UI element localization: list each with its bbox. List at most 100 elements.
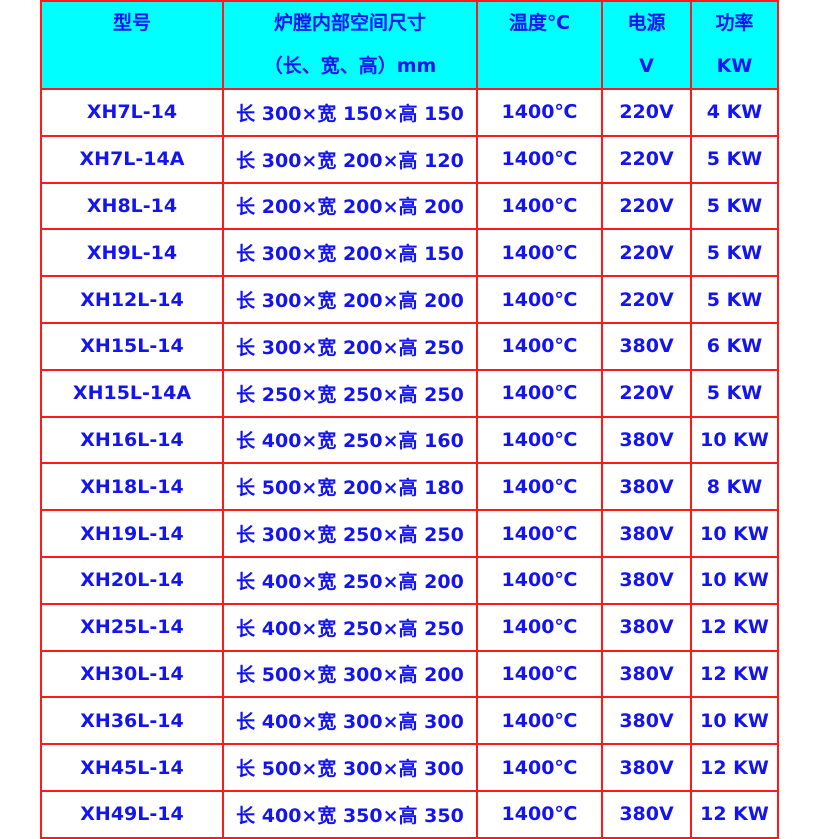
cell-voltage: 220V xyxy=(601,368,692,418)
cell-size: 长 400×宽 250×高 250 xyxy=(222,602,478,652)
cell-temp: 1400℃ xyxy=(476,602,603,652)
cell-power: 5 KW xyxy=(690,181,779,231)
table-row: XH45L-14 长 500×宽 300×高 300 1400℃ 380V 12 KW xyxy=(40,743,779,792)
cell-size: 长 500×宽 200×高 180 xyxy=(222,462,478,512)
header-temp: 温度℃ xyxy=(476,0,603,90)
cell-model: XH15L-14 xyxy=(40,321,224,371)
cell-temp: 1400℃ xyxy=(476,228,603,278)
cell-voltage: 380V xyxy=(601,321,692,371)
cell-model: XH7L-14A xyxy=(40,134,224,184)
cell-model: XH12L-14 xyxy=(40,275,224,324)
cell-voltage: 380V xyxy=(601,649,692,699)
cell-size: 长 400×宽 250×高 200 xyxy=(222,555,478,605)
table-row: XH25L-14 长 400×宽 250×高 250 1400℃ 380V 12 KW xyxy=(40,602,779,652)
header-power-line1: 功率 xyxy=(715,12,754,34)
table-row: XH49L-14 长 400×宽 350×高 350 1400℃ 380V 12 KW xyxy=(40,789,779,839)
cell-model: XH49L-14 xyxy=(40,789,224,839)
header-voltage-line1: 电源 xyxy=(627,12,666,34)
cell-temp: 1400℃ xyxy=(476,696,603,746)
cell-model: XH16L-14 xyxy=(40,415,224,465)
cell-power: 12 KW xyxy=(690,602,779,652)
cell-model: XH7L-14 xyxy=(40,88,224,137)
cell-voltage: 220V xyxy=(601,88,692,137)
cell-power: 12 KW xyxy=(690,789,779,839)
cell-power: 10 KW xyxy=(690,415,779,465)
cell-temp: 1400℃ xyxy=(476,181,603,231)
cell-temp: 1400℃ xyxy=(476,509,603,558)
header-size: 炉膛内部空间尺寸 （长、宽、高）mm xyxy=(222,0,478,90)
cell-temp: 1400℃ xyxy=(476,649,603,699)
header-voltage-line2: V xyxy=(639,55,654,77)
cell-voltage: 220V xyxy=(601,228,692,278)
cell-power: 12 KW xyxy=(690,649,779,699)
header-size-line2: （长、宽、高）mm xyxy=(263,55,437,77)
cell-temp: 1400℃ xyxy=(476,321,603,371)
cell-model: XH20L-14 xyxy=(40,555,224,605)
cell-size: 长 250×宽 250×高 250 xyxy=(222,368,478,418)
header-row: 型号 炉膛内部空间尺寸 （长、宽、高）mm 温度℃ 电源 V 功率 KW xyxy=(40,0,779,90)
cell-voltage: 380V xyxy=(601,555,692,605)
cell-size: 长 300×宽 200×高 250 xyxy=(222,321,478,371)
cell-temp: 1400℃ xyxy=(476,555,603,605)
table-row: XH19L-14 长 300×宽 250×高 250 1400℃ 380V 10 KW xyxy=(40,509,779,558)
cell-voltage: 380V xyxy=(601,415,692,465)
cell-voltage: 380V xyxy=(601,743,692,792)
table-row: XH20L-14 长 400×宽 250×高 200 1400℃ 380V 10 KW xyxy=(40,555,779,605)
cell-temp: 1400℃ xyxy=(476,415,603,465)
cell-size: 长 300×宽 250×高 250 xyxy=(222,509,478,558)
cell-power: 12 KW xyxy=(690,743,779,792)
cell-size: 长 300×宽 200×高 120 xyxy=(222,134,478,184)
cell-voltage: 220V xyxy=(601,134,692,184)
cell-power: 4 KW xyxy=(690,88,779,137)
cell-temp: 1400℃ xyxy=(476,743,603,792)
cell-size: 长 500×宽 300×高 200 xyxy=(222,649,478,699)
cell-temp: 1400℃ xyxy=(476,275,603,324)
cell-power: 10 KW xyxy=(690,509,779,558)
cell-size: 长 300×宽 200×高 200 xyxy=(222,275,478,324)
cell-temp: 1400℃ xyxy=(476,368,603,418)
table-row: XH18L-14 长 500×宽 200×高 180 1400℃ 380V 8 KW xyxy=(40,462,779,512)
cell-voltage: 380V xyxy=(601,509,692,558)
cell-size: 长 300×宽 150×高 150 xyxy=(222,88,478,137)
header-model: 型号 xyxy=(40,0,224,90)
cell-power: 10 KW xyxy=(690,555,779,605)
cell-size: 长 500×宽 300×高 300 xyxy=(222,743,478,792)
table-row: XH7L-14A 长 300×宽 200×高 120 1400℃ 220V 5 KW xyxy=(40,134,779,184)
cell-model: XH45L-14 xyxy=(40,743,224,792)
cell-power: 5 KW xyxy=(690,228,779,278)
cell-temp: 1400℃ xyxy=(476,134,603,184)
cell-voltage: 220V xyxy=(601,181,692,231)
cell-model: XH8L-14 xyxy=(40,181,224,231)
table-row: XH7L-14 长 300×宽 150×高 150 1400℃ 220V 4 KW xyxy=(40,88,779,137)
header-power-line2: KW xyxy=(716,55,753,77)
table-row: XH9L-14 长 300×宽 200×高 150 1400℃ 220V 5 KW xyxy=(40,228,779,278)
table-row: XH16L-14 长 400×宽 250×高 160 1400℃ 380V 10 KW xyxy=(40,415,779,465)
cell-model: XH18L-14 xyxy=(40,462,224,512)
cell-temp: 1400℃ xyxy=(476,88,603,137)
table-row: XH12L-14 长 300×宽 200×高 200 1400℃ 220V 5 KW xyxy=(40,275,779,324)
cell-power: 5 KW xyxy=(690,275,779,324)
table-row: XH15L-14A 长 250×宽 250×高 250 1400℃ 220V 5 KW xyxy=(40,368,779,418)
cell-model: XH25L-14 xyxy=(40,602,224,652)
cell-voltage: 380V xyxy=(601,789,692,839)
table-row: XH15L-14 长 300×宽 200×高 250 1400℃ 380V 6 KW xyxy=(40,321,779,371)
cell-temp: 1400℃ xyxy=(476,789,603,839)
cell-size: 长 400×宽 250×高 160 xyxy=(222,415,478,465)
header-power: 功率 KW xyxy=(690,0,779,90)
table-row: XH8L-14 长 200×宽 200×高 200 1400℃ 220V 5 KW xyxy=(40,181,779,231)
cell-size: 长 200×宽 200×高 200 xyxy=(222,181,478,231)
cell-temp: 1400℃ xyxy=(476,462,603,512)
header-voltage: 电源 V xyxy=(601,0,692,90)
cell-power: 5 KW xyxy=(690,134,779,184)
cell-voltage: 220V xyxy=(601,275,692,324)
cell-model: XH30L-14 xyxy=(40,649,224,699)
header-size-line1: 炉膛内部空间尺寸 xyxy=(273,12,426,34)
cell-voltage: 380V xyxy=(601,602,692,652)
cell-model: XH19L-14 xyxy=(40,509,224,558)
furnace-spec-table: 型号 炉膛内部空间尺寸 （长、宽、高）mm 温度℃ 电源 V 功率 KW XH7L-1… xyxy=(40,0,779,839)
cell-voltage: 380V xyxy=(601,696,692,746)
cell-voltage: 380V xyxy=(601,462,692,512)
cell-power: 8 KW xyxy=(690,462,779,512)
cell-power: 5 KW xyxy=(690,368,779,418)
cell-model: XH15L-14A xyxy=(40,368,224,418)
